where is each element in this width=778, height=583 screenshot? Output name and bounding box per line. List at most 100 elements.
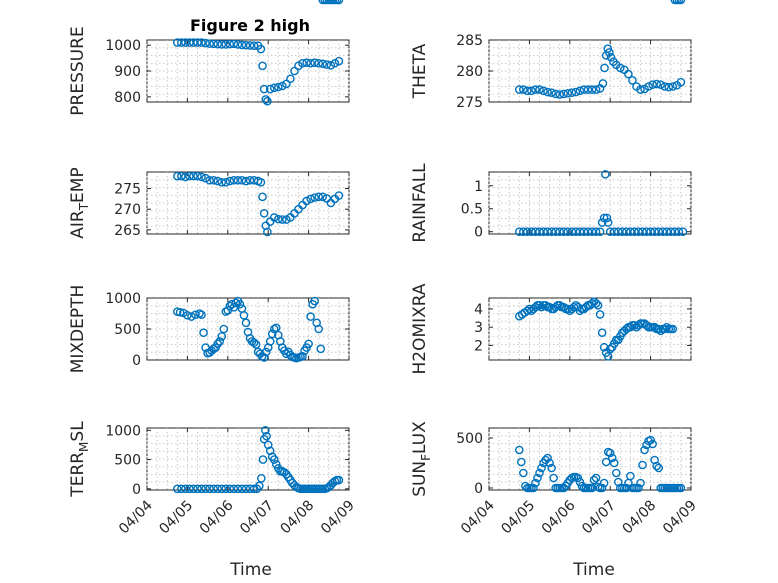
data-point-pressure <box>241 40 251 50</box>
data-point-theta <box>567 88 577 97</box>
data-point-sun-flux <box>640 445 649 455</box>
data-point-theta <box>616 63 625 73</box>
data-point-pressure <box>314 58 324 68</box>
data-point-sun-flux <box>589 475 599 485</box>
data-point-rainfall <box>658 227 668 237</box>
data-point-h2omixra <box>676 0 686 5</box>
data-point-rainfall <box>638 227 647 237</box>
data-point-theta <box>628 76 637 85</box>
x-tick-label: 04/09 <box>660 498 700 538</box>
data-point-mixdepth <box>231 298 241 308</box>
data-point-theta <box>519 85 528 94</box>
data-point-air-temp <box>189 171 198 181</box>
data-point-air-temp <box>273 214 283 224</box>
data-point-pressure <box>306 58 315 68</box>
data-point-h2omixra <box>626 322 635 332</box>
data-point-terr-msl <box>197 484 206 494</box>
data-point-sun-flux <box>545 458 554 468</box>
x-axis-label-right: Time <box>572 560 615 580</box>
data-point-h2omixra <box>559 302 569 312</box>
data-point-terr-msl <box>205 484 214 494</box>
data-point-sun-flux <box>609 458 619 468</box>
y-tick-label-mixdepth: 1000 <box>105 291 141 307</box>
y-axis-label-sun-flux: SUNFLUX <box>410 421 433 497</box>
data-point-theta <box>598 79 608 88</box>
data-point-terr-msl <box>217 484 227 494</box>
subplot-pressure: 800 900 1000 PRESSURE <box>68 26 350 116</box>
data-point-rainfall <box>678 227 688 237</box>
data-point-air-temp <box>233 175 243 185</box>
y-tick-label-mixdepth: 0 <box>132 353 141 369</box>
data-point-mixdepth <box>251 340 261 349</box>
data-point-air-temp <box>225 176 235 186</box>
data-point-theta <box>606 53 616 62</box>
data-point-air-temp <box>259 209 269 218</box>
data-point-air-temp <box>181 172 190 182</box>
y-axis-label-h2omixra: H2OMIXRA <box>410 283 430 374</box>
data-point-mixdepth <box>267 329 277 339</box>
data-point-terr-msl <box>185 484 194 494</box>
data-point-rainfall <box>591 227 601 237</box>
y-tick-label-terr-msl: 1000 <box>105 423 141 439</box>
subplot-sun-flux: 0 500 04/04 04/05 04/06 04/07 04/08 04/09 SUNFLU… <box>410 421 700 538</box>
data-point-theta <box>559 89 569 99</box>
data-point-pressure <box>237 40 247 50</box>
data-point-air-temp <box>263 227 272 237</box>
y-tick-label-pressure: 1000 <box>105 38 141 54</box>
data-point-sun-flux <box>611 468 621 478</box>
data-point-pressure <box>310 58 319 68</box>
subplot-terr-msl: 0 500 1000 04/04 04/05 04/06 04/07 04/08 04/09 TE… <box>68 421 358 538</box>
data-point-air-temp <box>258 192 267 202</box>
data-point-air-temp <box>237 175 247 185</box>
data-point-rainfall <box>559 227 569 237</box>
data-point-pressure <box>197 38 206 47</box>
x-tick-label: 04/05 <box>156 498 196 538</box>
data-point-air-temp <box>217 178 227 187</box>
data-point-pressure <box>177 38 186 47</box>
y-tick-label-rainfall: 0.5 <box>461 202 483 218</box>
data-point-rainfall <box>603 218 613 227</box>
data-point-h2omixra <box>622 324 631 334</box>
y-tick-label-rainfall: 0 <box>474 225 483 241</box>
data-point-rainfall <box>579 227 589 237</box>
data-point-rainfall <box>622 227 631 237</box>
y-tick-label-air-temp: 270 <box>114 202 141 218</box>
data-point-sun-flux <box>535 468 544 478</box>
data-point-h2omixra <box>545 302 554 312</box>
data-point-rainfall <box>666 227 676 237</box>
data-point-theta <box>644 82 653 91</box>
data-point-mixdepth <box>239 311 249 320</box>
data-point-sun-flux <box>626 471 635 481</box>
data-point-terr-msl <box>265 446 275 456</box>
data-point-sun-flux <box>549 473 558 483</box>
data-point-air-temp <box>269 213 279 222</box>
data-point-mixdepth <box>310 296 319 306</box>
data-point-sun-flux <box>597 483 607 493</box>
data-point-theta <box>600 63 609 73</box>
y-tick-label-terr-msl: 0 <box>132 482 141 498</box>
data-point-terr-msl <box>334 475 344 485</box>
data-point-pressure <box>201 38 210 48</box>
data-point-mixdepth <box>219 324 229 334</box>
data-point-mixdepth <box>304 339 313 349</box>
data-point-sun-flux <box>638 460 647 470</box>
data-point-pressure <box>326 61 336 70</box>
data-point-pressure <box>265 84 275 94</box>
data-point-h2omixra <box>571 300 581 310</box>
data-point-air-temp <box>213 176 222 186</box>
data-point-mixdepth <box>199 328 208 338</box>
data-point-pressure <box>269 83 279 93</box>
data-point-pressure <box>185 38 194 47</box>
data-point-rainfall <box>567 227 577 237</box>
data-point-rainfall <box>602 213 612 223</box>
data-point-rainfall <box>539 227 548 237</box>
y-axis-label-rainfall: RAINFALL <box>410 163 430 243</box>
x-tick-label: 04/06 <box>197 497 237 537</box>
data-point-mixdepth <box>334 0 344 5</box>
y-tick-label-theta: 275 <box>456 95 483 111</box>
data-point-pressure <box>282 79 291 89</box>
data-point-theta <box>591 85 601 94</box>
data-point-pressure <box>302 58 311 68</box>
data-point-sun-flux <box>517 457 526 467</box>
data-point-pressure <box>217 40 227 49</box>
